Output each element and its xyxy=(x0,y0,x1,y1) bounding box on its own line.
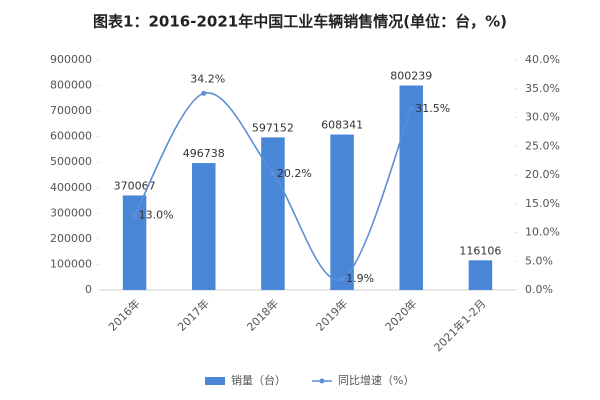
y-tick-label: 0 xyxy=(85,283,92,296)
y2-tick-label: 5.0% xyxy=(525,254,553,267)
legend-dot xyxy=(319,378,325,384)
line-point xyxy=(270,171,276,177)
bar-value-label: 116106 xyxy=(459,244,501,257)
bar xyxy=(122,195,147,290)
line-value-label: 34.2% xyxy=(190,72,225,85)
y-tick-label: 100000 xyxy=(50,257,92,270)
bar xyxy=(191,163,216,290)
legend-label: 同比增速（%） xyxy=(338,373,414,387)
y2-tick-label: 15.0% xyxy=(525,197,560,210)
y-tick-label: 700000 xyxy=(50,104,92,117)
x-tick-label: 2018年 xyxy=(244,296,281,333)
y2-tick-label: 20.0% xyxy=(525,168,560,181)
y-tick-label: 300000 xyxy=(50,206,92,219)
bar-value-label: 608341 xyxy=(321,119,363,132)
y2-tick-label: 10.0% xyxy=(525,226,560,239)
x-tick-label: 2016年 xyxy=(105,296,142,333)
y-tick-label: 400000 xyxy=(50,181,92,194)
y-tick-label: 900000 xyxy=(50,53,92,66)
bar-value-label: 496738 xyxy=(183,147,225,160)
line-point xyxy=(339,276,345,282)
y-tick-label: 200000 xyxy=(50,232,92,245)
y-tick-label: 600000 xyxy=(50,130,92,143)
y2-tick-label: 25.0% xyxy=(525,139,560,152)
line-point xyxy=(132,212,138,218)
legend-swatch xyxy=(205,377,225,385)
bar-value-label: 370067 xyxy=(114,179,156,192)
bar xyxy=(261,137,285,290)
line-value-label: 13.0% xyxy=(139,208,174,221)
line-value-label: 1.9% xyxy=(346,272,374,285)
legend-label: 销量（台） xyxy=(231,373,286,387)
y-tick-label: 800000 xyxy=(50,79,92,92)
x-tick-label: 2020年 xyxy=(382,296,419,333)
line-point xyxy=(201,90,207,96)
bar-value-label: 597152 xyxy=(252,121,294,134)
bar xyxy=(468,260,493,290)
x-tick-label: 2019年 xyxy=(313,296,350,333)
chart-title: 图表1：2016-2021年中国工业车辆销售情况(单位：台，%) xyxy=(93,13,507,31)
bar xyxy=(330,134,354,290)
line-value-label: 20.2% xyxy=(277,167,312,180)
x-tick-label: 2021年1-2月 xyxy=(431,296,489,354)
x-tick-label: 2017年 xyxy=(175,296,212,333)
y2-tick-label: 40.0% xyxy=(525,53,560,66)
y2-tick-label: 30.0% xyxy=(525,111,560,124)
y-tick-label: 500000 xyxy=(50,155,92,168)
bar-value-label: 800239 xyxy=(390,69,432,82)
line-value-label: 31.5% xyxy=(415,102,450,115)
line-point xyxy=(408,106,414,112)
y2-tick-label: 35.0% xyxy=(525,82,560,95)
bar xyxy=(399,85,424,290)
y2-tick-label: 0.0% xyxy=(525,283,553,296)
